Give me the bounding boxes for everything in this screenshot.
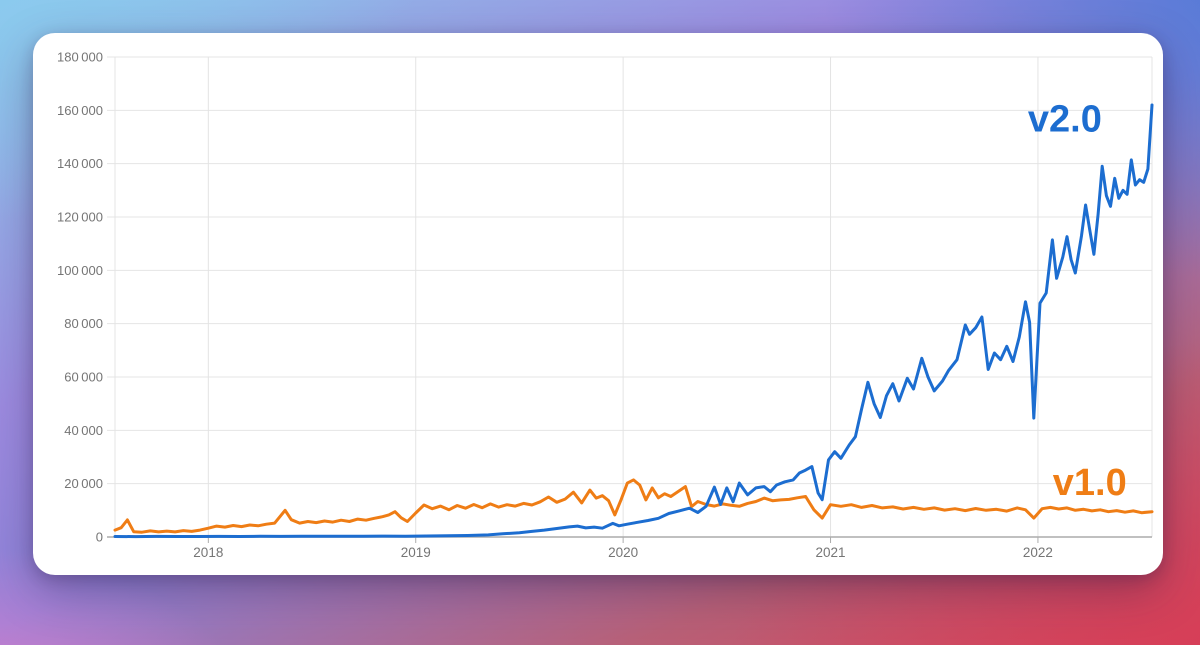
y-tick-label: 40 000 (64, 423, 103, 438)
line-chart: 0 20 000 40 000 60 000 80 000 100 000 120 000 1… (57, 50, 1154, 560)
y-tick-label: 0 (96, 530, 103, 545)
y-tick-label: 60 000 (64, 370, 103, 385)
y-tick-label: 20 000 (64, 476, 103, 491)
y-tick-label: 100 000 (57, 263, 103, 278)
y-tick-label: 80 000 (64, 316, 103, 331)
x-tick-label: 2022 (1023, 545, 1053, 560)
y-tick-label: 120 000 (57, 210, 103, 225)
y-tick-label: 140 000 (57, 156, 103, 171)
chart-card: 0 20 000 40 000 60 000 80 000 100 000 120 000 1… (33, 33, 1163, 575)
series-label-v2.0: v2.0 (1028, 98, 1102, 140)
y-tick-label: 160 000 (57, 103, 103, 118)
x-tick-label: 2019 (401, 545, 431, 560)
series-label-v1.0: v1.0 (1053, 462, 1127, 504)
series-line-v1.0 (113, 478, 1154, 534)
x-tick-label: 2021 (816, 545, 846, 560)
x-tick-label: 2018 (193, 545, 223, 560)
x-tick-label: 2020 (608, 545, 638, 560)
y-tick-label: 180 000 (57, 50, 103, 65)
series-line-v2.0 (113, 103, 1154, 539)
